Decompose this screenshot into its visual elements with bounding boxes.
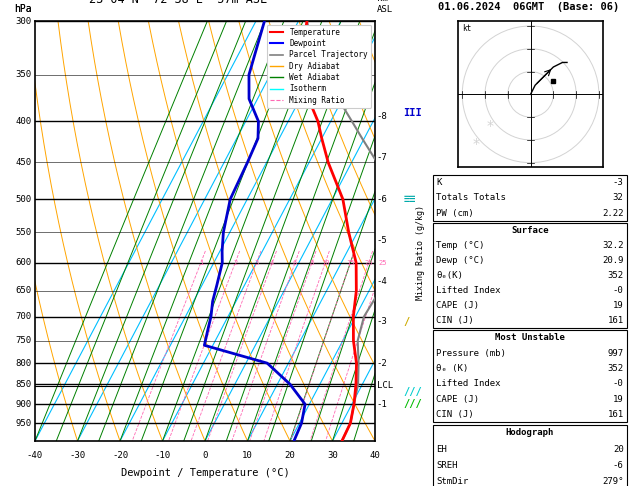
Text: -5: -5 (377, 236, 387, 245)
Text: SREH: SREH (437, 461, 458, 470)
Text: Hodograph: Hodograph (506, 429, 554, 437)
Text: Surface: Surface (511, 226, 548, 235)
Text: III: III (403, 107, 422, 118)
Text: K: K (437, 178, 442, 187)
Text: -6: -6 (613, 461, 623, 470)
Text: 4: 4 (270, 260, 274, 266)
Text: 350: 350 (16, 70, 32, 79)
Text: ///: /// (403, 387, 422, 398)
Text: hPa: hPa (14, 4, 32, 14)
Text: 3: 3 (254, 260, 259, 266)
Text: 997: 997 (608, 348, 623, 358)
Text: 32.2: 32.2 (602, 241, 623, 250)
Text: /: / (403, 316, 409, 327)
Text: 450: 450 (16, 158, 32, 167)
Text: 650: 650 (16, 286, 32, 295)
Text: CAPE (J): CAPE (J) (437, 395, 479, 404)
Text: θₑ (K): θₑ (K) (437, 364, 469, 373)
Text: 550: 550 (16, 228, 32, 237)
Text: *: * (486, 119, 493, 133)
Text: 23°04'N  72°38'E  57m ASL: 23°04'N 72°38'E 57m ASL (89, 0, 267, 6)
Text: -6: -6 (377, 195, 387, 204)
Text: StmDir: StmDir (437, 477, 469, 486)
Text: CIN (J): CIN (J) (437, 315, 474, 325)
Text: 15: 15 (346, 260, 355, 266)
Text: Mixing Ratio (g/kg): Mixing Ratio (g/kg) (416, 205, 425, 299)
Text: kt: kt (462, 23, 472, 33)
Text: 19: 19 (613, 395, 623, 404)
Text: -1: -1 (377, 400, 387, 409)
Text: -30: -30 (69, 451, 86, 460)
Text: CIN (J): CIN (J) (437, 410, 474, 419)
Text: km
ASL: km ASL (377, 0, 393, 14)
Text: Dewpoint / Temperature (°C): Dewpoint / Temperature (°C) (121, 468, 289, 478)
Text: -10: -10 (155, 451, 170, 460)
Text: 161: 161 (608, 410, 623, 419)
Text: 0: 0 (203, 451, 208, 460)
Text: hPa: hPa (14, 4, 32, 14)
Text: 950: 950 (16, 418, 32, 428)
Text: 352: 352 (608, 364, 623, 373)
Text: -4: -4 (377, 277, 387, 286)
Legend: Temperature, Dewpoint, Parcel Trajectory, Dry Adiabat, Wet Adiabat, Isotherm, Mi: Temperature, Dewpoint, Parcel Trajectory… (267, 25, 371, 108)
Text: 352: 352 (608, 271, 623, 280)
Text: θₑ(K): θₑ(K) (437, 271, 463, 280)
Text: 400: 400 (16, 117, 32, 126)
Text: 6: 6 (293, 260, 297, 266)
Text: 900: 900 (16, 400, 32, 409)
Text: -8: -8 (377, 112, 387, 121)
Text: 1: 1 (199, 260, 203, 266)
Text: -2: -2 (377, 359, 387, 367)
Text: 600: 600 (16, 258, 32, 267)
Text: -0: -0 (613, 380, 623, 388)
Text: 20: 20 (364, 260, 373, 266)
Text: -40: -40 (27, 451, 43, 460)
Text: EH: EH (437, 445, 447, 454)
Text: 300: 300 (16, 17, 32, 25)
Text: 20: 20 (285, 451, 296, 460)
Text: 10: 10 (321, 260, 330, 266)
Text: Dewp (°C): Dewp (°C) (437, 256, 485, 265)
Text: -20: -20 (112, 451, 128, 460)
Text: Totals Totals: Totals Totals (437, 193, 506, 202)
Text: -7: -7 (377, 153, 387, 162)
Text: 279°: 279° (602, 477, 623, 486)
Text: 500: 500 (16, 195, 32, 204)
Text: -3: -3 (377, 317, 387, 326)
Text: 10: 10 (242, 451, 253, 460)
Text: 20: 20 (613, 445, 623, 454)
Text: 700: 700 (16, 312, 32, 321)
Text: 800: 800 (16, 359, 32, 367)
Text: 01.06.2024  06GMT  (Base: 06): 01.06.2024 06GMT (Base: 06) (438, 2, 620, 12)
Text: 850: 850 (16, 380, 32, 389)
Text: Lifted Index: Lifted Index (437, 380, 501, 388)
Text: 161: 161 (608, 315, 623, 325)
Text: ///: /// (403, 399, 422, 409)
Text: PW (cm): PW (cm) (437, 208, 474, 218)
Text: 30: 30 (327, 451, 338, 460)
Text: 25: 25 (379, 260, 387, 266)
Text: Temp (°C): Temp (°C) (437, 241, 485, 250)
Text: CAPE (J): CAPE (J) (437, 301, 479, 310)
Text: 32: 32 (613, 193, 623, 202)
Text: ≡≡: ≡≡ (403, 194, 416, 204)
Text: LCL: LCL (377, 381, 393, 390)
Text: Lifted Index: Lifted Index (437, 286, 501, 295)
Text: 750: 750 (16, 336, 32, 345)
Text: 19: 19 (613, 301, 623, 310)
Text: Pressure (mb): Pressure (mb) (437, 348, 506, 358)
Text: -3: -3 (613, 178, 623, 187)
Text: 8: 8 (309, 260, 314, 266)
Text: 40: 40 (370, 451, 381, 460)
Text: *: * (472, 138, 479, 152)
Text: Most Unstable: Most Unstable (495, 333, 565, 342)
Text: -0: -0 (613, 286, 623, 295)
Text: 2: 2 (233, 260, 237, 266)
Text: 20.9: 20.9 (602, 256, 623, 265)
Text: 2.22: 2.22 (602, 208, 623, 218)
